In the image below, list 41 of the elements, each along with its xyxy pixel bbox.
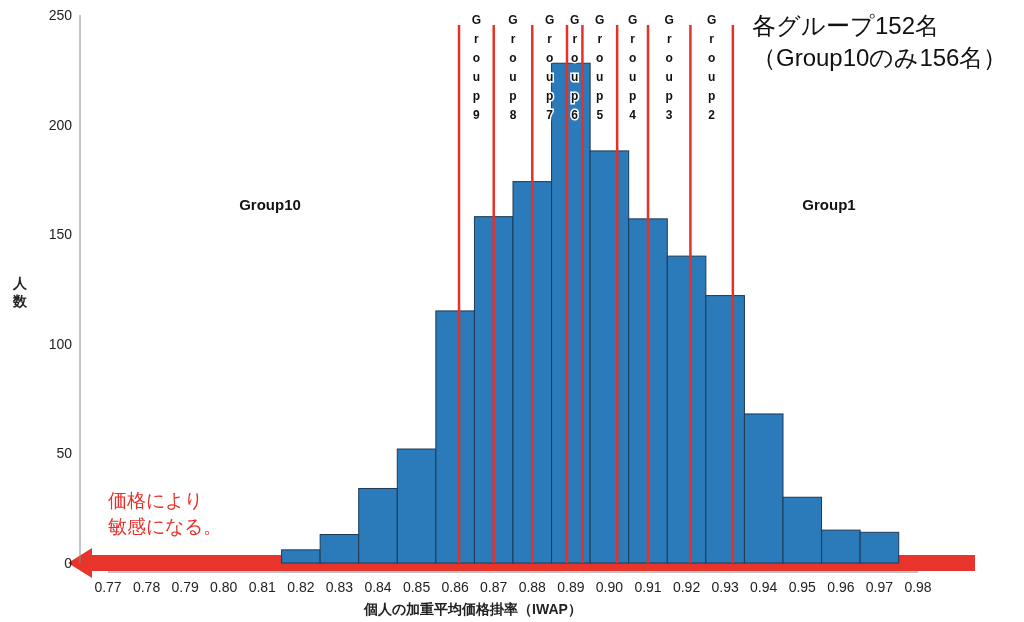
x-tick-label: 0.85 [402, 579, 431, 595]
x-tick-label: 0.97 [865, 579, 894, 595]
x-axis-title: 個人の加重平均価格掛率（IWAP） [363, 601, 582, 617]
annotation: 価格により敏感になる。 [108, 490, 222, 537]
x-tick-label: 0.80 [210, 579, 238, 595]
x-tick-label: 0.83 [325, 579, 354, 595]
y-tick-label: 50 [56, 445, 73, 462]
ref-line-label: Group9 [471, 13, 482, 122]
x-tick-label: 0.79 [171, 579, 199, 595]
x-tick-label: 0.86 [441, 579, 469, 595]
x-tick-label: 0.91 [634, 579, 662, 595]
x-tick-label: 0.92 [672, 579, 701, 595]
x-tick-label: 0.81 [248, 579, 277, 595]
y-axis-title: 人数 [12, 275, 28, 309]
y-tick-label: 150 [48, 226, 73, 243]
x-tick-label: 0.94 [750, 579, 778, 595]
x-tick-label: 0.82 [287, 579, 315, 595]
x-tick-label: 0.90 [595, 579, 624, 595]
ref-line-label: Group4 [627, 13, 638, 122]
ref-line-label: Group2 [706, 13, 717, 122]
ref-line-label: Group3 [664, 13, 674, 122]
ref-line-label: Group6 [570, 13, 580, 122]
x-tick-label: 0.78 [132, 579, 161, 595]
annotation: Group10 [239, 196, 301, 213]
x-tick-label: 0.88 [518, 579, 547, 595]
x-tick-label: 0.77 [94, 579, 122, 595]
y-tick-label: 200 [48, 116, 73, 133]
x-tick-label: 0.84 [364, 579, 392, 595]
y-tick-label: 250 [48, 7, 73, 23]
ref-line-label: Group8 [508, 13, 518, 122]
annotation: 各グループ152名（Group10のみ156名） [752, 12, 1008, 71]
x-tick-label: 0.96 [827, 579, 855, 595]
x-tick-label: 0.89 [557, 579, 585, 595]
x-tick-label: 0.95 [788, 579, 817, 595]
x-tick-label: 0.93 [711, 579, 739, 595]
y-tick-label: 100 [48, 335, 73, 352]
x-tick-label: 0.87 [480, 579, 508, 595]
x-tick-label: 0.98 [904, 579, 932, 595]
annotation: Group1 [802, 196, 856, 213]
ref-line-label: Group5 [595, 13, 605, 122]
y-tick-label: 0 [64, 555, 73, 571]
